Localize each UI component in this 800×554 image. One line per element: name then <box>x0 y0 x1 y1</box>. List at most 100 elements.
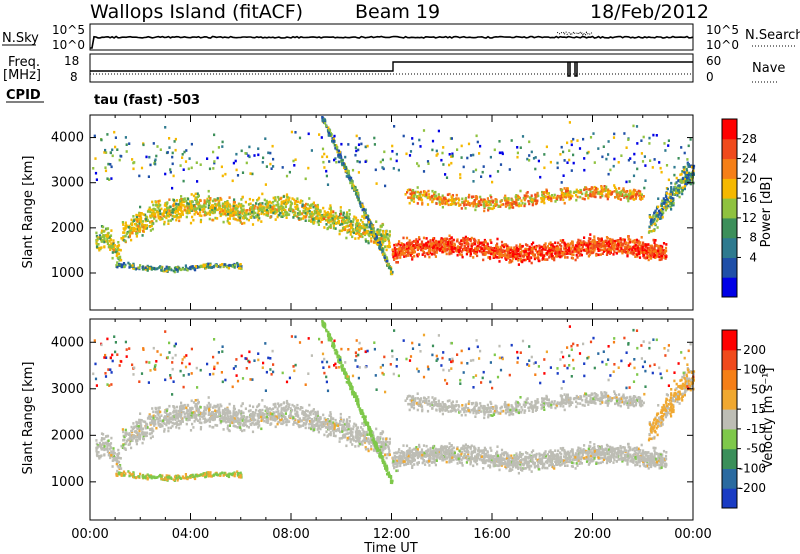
power-cell <box>678 178 681 182</box>
power-cell <box>220 208 223 211</box>
power-cell <box>561 240 564 244</box>
power-cell <box>645 256 648 260</box>
velocity-cell <box>181 410 184 413</box>
power-cell <box>441 151 444 155</box>
power-cell <box>441 205 444 209</box>
power-cell <box>526 257 529 260</box>
power-cell <box>190 193 193 196</box>
power-cell <box>609 168 612 172</box>
power-cell <box>226 217 230 221</box>
power-cell <box>344 220 347 223</box>
power-cell <box>672 203 675 207</box>
power-cell <box>159 212 162 215</box>
power-cell <box>183 208 186 212</box>
nsky-tick-hi: 10^5 <box>52 23 85 37</box>
power-cell <box>483 245 486 249</box>
power-cell <box>342 227 345 230</box>
power-cell <box>358 137 361 140</box>
velocity-cell <box>329 420 332 424</box>
power-cell <box>480 175 483 178</box>
power-cell <box>526 254 529 258</box>
power-cell <box>491 207 494 211</box>
power-cell <box>685 168 688 171</box>
power-cell <box>165 265 168 269</box>
power-cell <box>397 168 400 172</box>
power-cell <box>464 199 467 202</box>
power-cell <box>580 253 583 257</box>
power-cell <box>340 162 344 165</box>
power-cell <box>391 272 394 276</box>
power-cell <box>253 154 256 157</box>
power-cell <box>284 211 287 214</box>
power-cell <box>466 156 469 160</box>
power-cell <box>221 204 224 207</box>
power-cell <box>511 257 515 260</box>
power-cell <box>641 160 645 163</box>
power-cell <box>340 211 343 214</box>
power-cell <box>321 116 324 119</box>
power-cell <box>609 237 612 241</box>
power-cell <box>687 144 690 148</box>
power-cell <box>563 195 566 198</box>
power-cell <box>537 259 540 263</box>
power-cell <box>288 170 291 174</box>
power-cell <box>279 212 282 215</box>
power-cell <box>568 198 571 201</box>
power-cell <box>180 195 183 198</box>
power-cell <box>367 241 370 245</box>
power-cell <box>687 176 690 180</box>
power-cell <box>208 213 212 216</box>
power-cell <box>397 242 400 246</box>
power-cell <box>387 237 390 240</box>
power-cell <box>150 268 153 271</box>
power-cell <box>490 252 493 256</box>
power-cell <box>543 201 546 205</box>
power-cell <box>418 245 421 248</box>
power-cell <box>214 199 217 202</box>
power-cell <box>195 161 198 164</box>
power-cell <box>568 149 571 152</box>
power-cell <box>239 263 242 266</box>
power-cell <box>128 235 131 238</box>
power-cell <box>421 249 424 252</box>
power-cell <box>391 270 394 274</box>
power-cell <box>361 215 364 218</box>
power-cell <box>568 121 571 124</box>
power-cell <box>310 203 313 207</box>
power-cell <box>335 144 338 148</box>
power-cell <box>187 167 190 171</box>
power-cell <box>576 256 579 259</box>
power-cell <box>395 243 398 246</box>
power-cell <box>248 145 251 149</box>
power-cell <box>231 209 234 213</box>
power-cell <box>293 213 296 217</box>
power-cell <box>171 217 174 221</box>
power-cell <box>100 231 103 235</box>
power-cell <box>190 166 193 170</box>
power-cell <box>148 155 151 159</box>
power-cell <box>270 201 273 205</box>
power-cell <box>571 194 574 198</box>
power-cell <box>349 178 352 182</box>
power-cell <box>364 240 368 243</box>
power-cell <box>429 245 432 249</box>
power-cell <box>227 266 231 270</box>
power-cell <box>157 207 160 210</box>
power-cell <box>110 242 113 245</box>
power-cell <box>288 207 292 211</box>
power-cell <box>528 154 531 157</box>
power-cell <box>221 263 224 266</box>
power-cell <box>327 216 330 220</box>
power-cell <box>678 191 681 194</box>
power-cell <box>188 209 191 213</box>
power-cell <box>260 212 263 215</box>
power-cell <box>172 204 175 207</box>
power-cell <box>587 150 590 154</box>
power-cell <box>603 185 606 188</box>
power-cell <box>639 241 642 244</box>
power-cell <box>548 198 551 201</box>
power-cell <box>503 245 506 249</box>
power-cell <box>261 192 264 196</box>
power-cell <box>448 192 451 196</box>
power-cell <box>109 248 112 251</box>
